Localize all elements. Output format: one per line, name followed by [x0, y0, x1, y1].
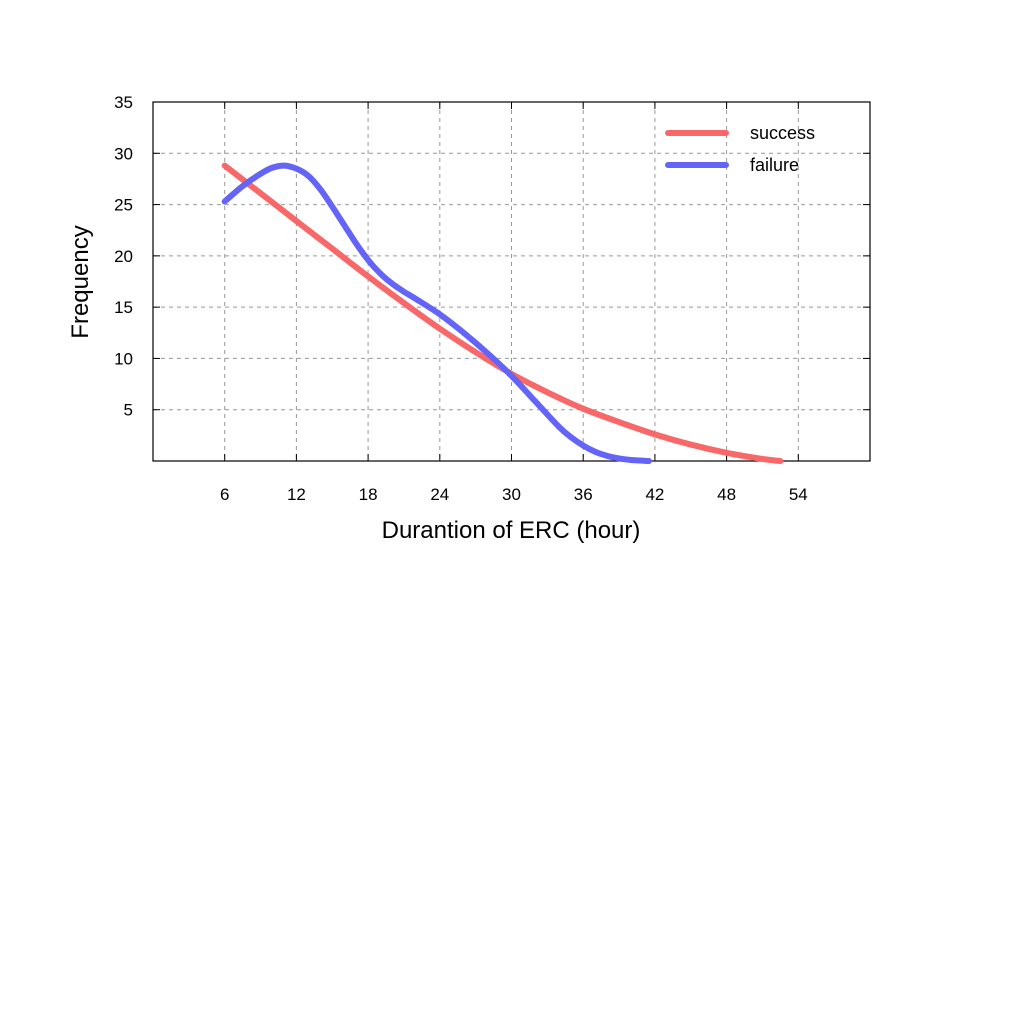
- series-layer: [221, 162, 784, 464]
- y-tick-label: 30: [114, 144, 133, 163]
- x-tick-label: 36: [574, 485, 593, 504]
- x-tick-label: 12: [287, 485, 306, 504]
- y-tick-labels: 5 10 15 20 25 30 35: [114, 93, 133, 420]
- x-tick-label: 6: [220, 485, 229, 504]
- series-line-failure: [221, 162, 652, 464]
- x-axis-title: Durantion of ERC (hour): [382, 517, 641, 544]
- y-tick-label: 15: [114, 298, 133, 317]
- grid-lines: [153, 101, 870, 461]
- legend: success failure: [665, 123, 815, 175]
- y-tick-label: 5: [124, 401, 133, 420]
- x-tick-label: 48: [717, 485, 736, 504]
- legend-label-failure: failure: [750, 155, 799, 175]
- plot-frame: [152, 101, 871, 462]
- y-tick-label: 20: [114, 247, 133, 266]
- tick-marks: [153, 101, 870, 461]
- series-line-success: [221, 162, 784, 464]
- y-axis-title: Frequency: [67, 225, 94, 338]
- x-tick-label: 24: [430, 485, 449, 504]
- y-tick-label: 10: [114, 349, 133, 368]
- x-tick-label: 18: [359, 485, 378, 504]
- y-tick-label: 25: [114, 196, 133, 215]
- x-tick-label: 30: [502, 485, 521, 504]
- x-tick-label: 54: [789, 485, 808, 504]
- legend-label-success: success: [750, 123, 815, 143]
- y-tick-label: 35: [114, 93, 133, 112]
- x-tick-label: 42: [645, 485, 664, 504]
- x-tick-labels: 6 12 18 24 30 36 42 48 54: [220, 485, 808, 504]
